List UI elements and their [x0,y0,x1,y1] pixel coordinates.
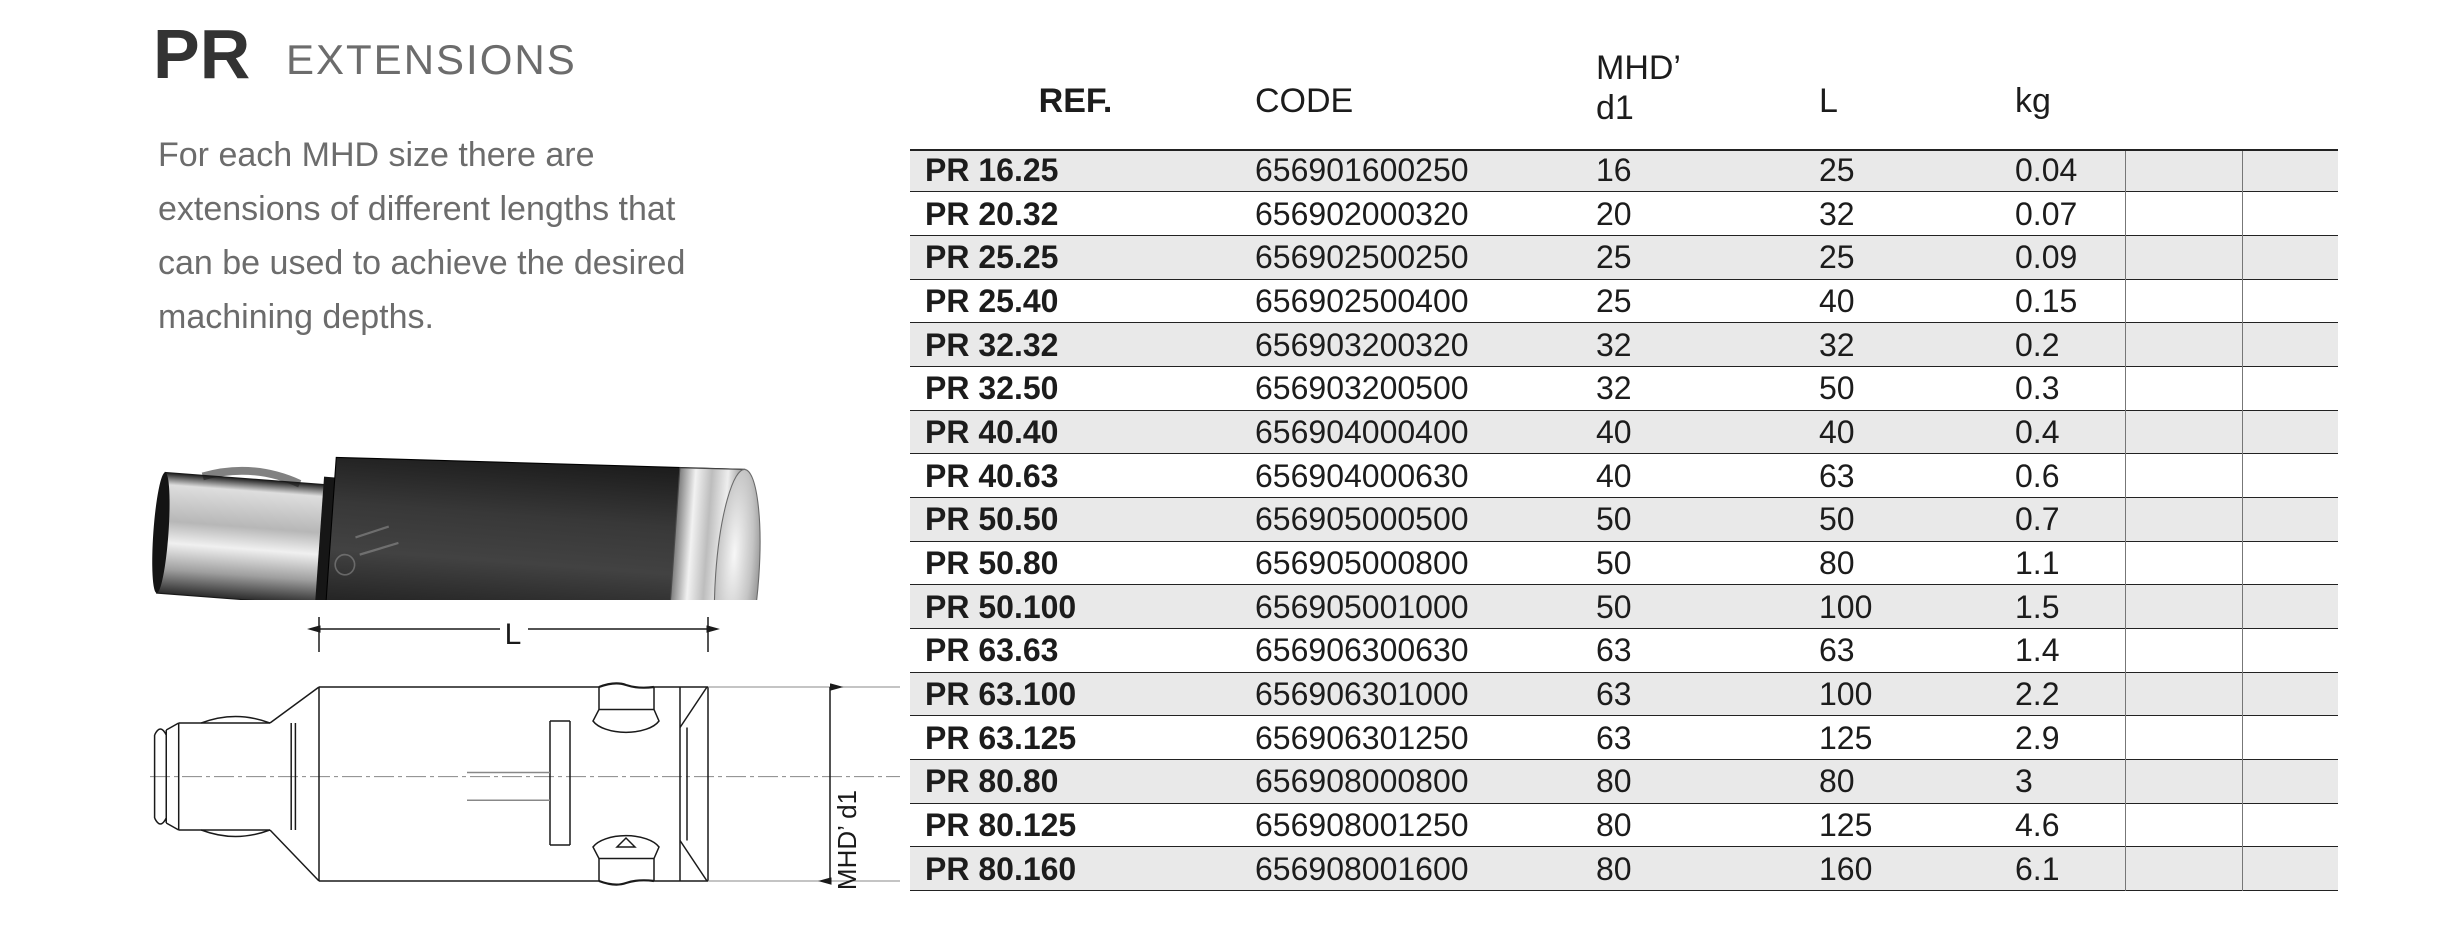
svg-text:MHD’ d1: MHD’ d1 [832,790,862,890]
svg-text:L: L [505,618,522,651]
